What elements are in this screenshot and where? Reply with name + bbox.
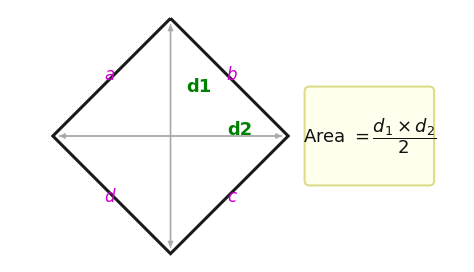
Text: d2: d2 — [227, 121, 252, 139]
FancyBboxPatch shape — [305, 86, 434, 186]
Text: d1: d1 — [186, 78, 211, 95]
Text: d: d — [104, 188, 115, 206]
Text: c: c — [227, 188, 236, 206]
Text: b: b — [227, 66, 237, 84]
Text: a: a — [104, 66, 114, 84]
Text: Area $= \dfrac{d_1 \times d_2}{2}$: Area $= \dfrac{d_1 \times d_2}{2}$ — [302, 116, 436, 156]
